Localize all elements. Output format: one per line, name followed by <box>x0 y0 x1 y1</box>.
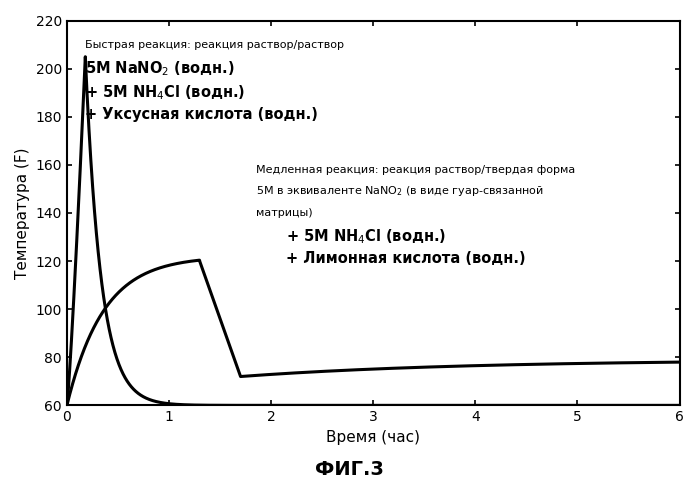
Text: ФИГ.3: ФИГ.3 <box>315 460 384 479</box>
Y-axis label: Температура (F): Температура (F) <box>15 147 30 279</box>
Text: + Лимонная кислота (водн.): + Лимонная кислота (водн.) <box>287 251 526 266</box>
Text: + 5М NH$_4$Cl (водн.): + 5М NH$_4$Cl (водн.) <box>85 83 245 102</box>
Text: 5М в эквиваленте NaNO$_2$ (в виде гуар-связанной: 5М в эквиваленте NaNO$_2$ (в виде гуар-с… <box>256 184 544 198</box>
Text: + 5М NH$_4$Cl (водн.): + 5М NH$_4$Cl (водн.) <box>287 227 447 246</box>
Text: + Уксусная кислота (водн.): + Уксусная кислота (водн.) <box>85 107 318 122</box>
Text: Медленная реакция: реакция раствор/твердая форма: Медленная реакция: реакция раствор/тверд… <box>256 165 575 175</box>
Text: матрицы): матрицы) <box>256 208 312 218</box>
Text: Быстрая реакция: реакция раствор/раствор: Быстрая реакция: реакция раствор/раствор <box>85 40 345 49</box>
Text: 5М NaNO$_2$ (водн.): 5М NaNO$_2$ (водн.) <box>85 59 235 78</box>
X-axis label: Время (час): Время (час) <box>326 430 420 445</box>
